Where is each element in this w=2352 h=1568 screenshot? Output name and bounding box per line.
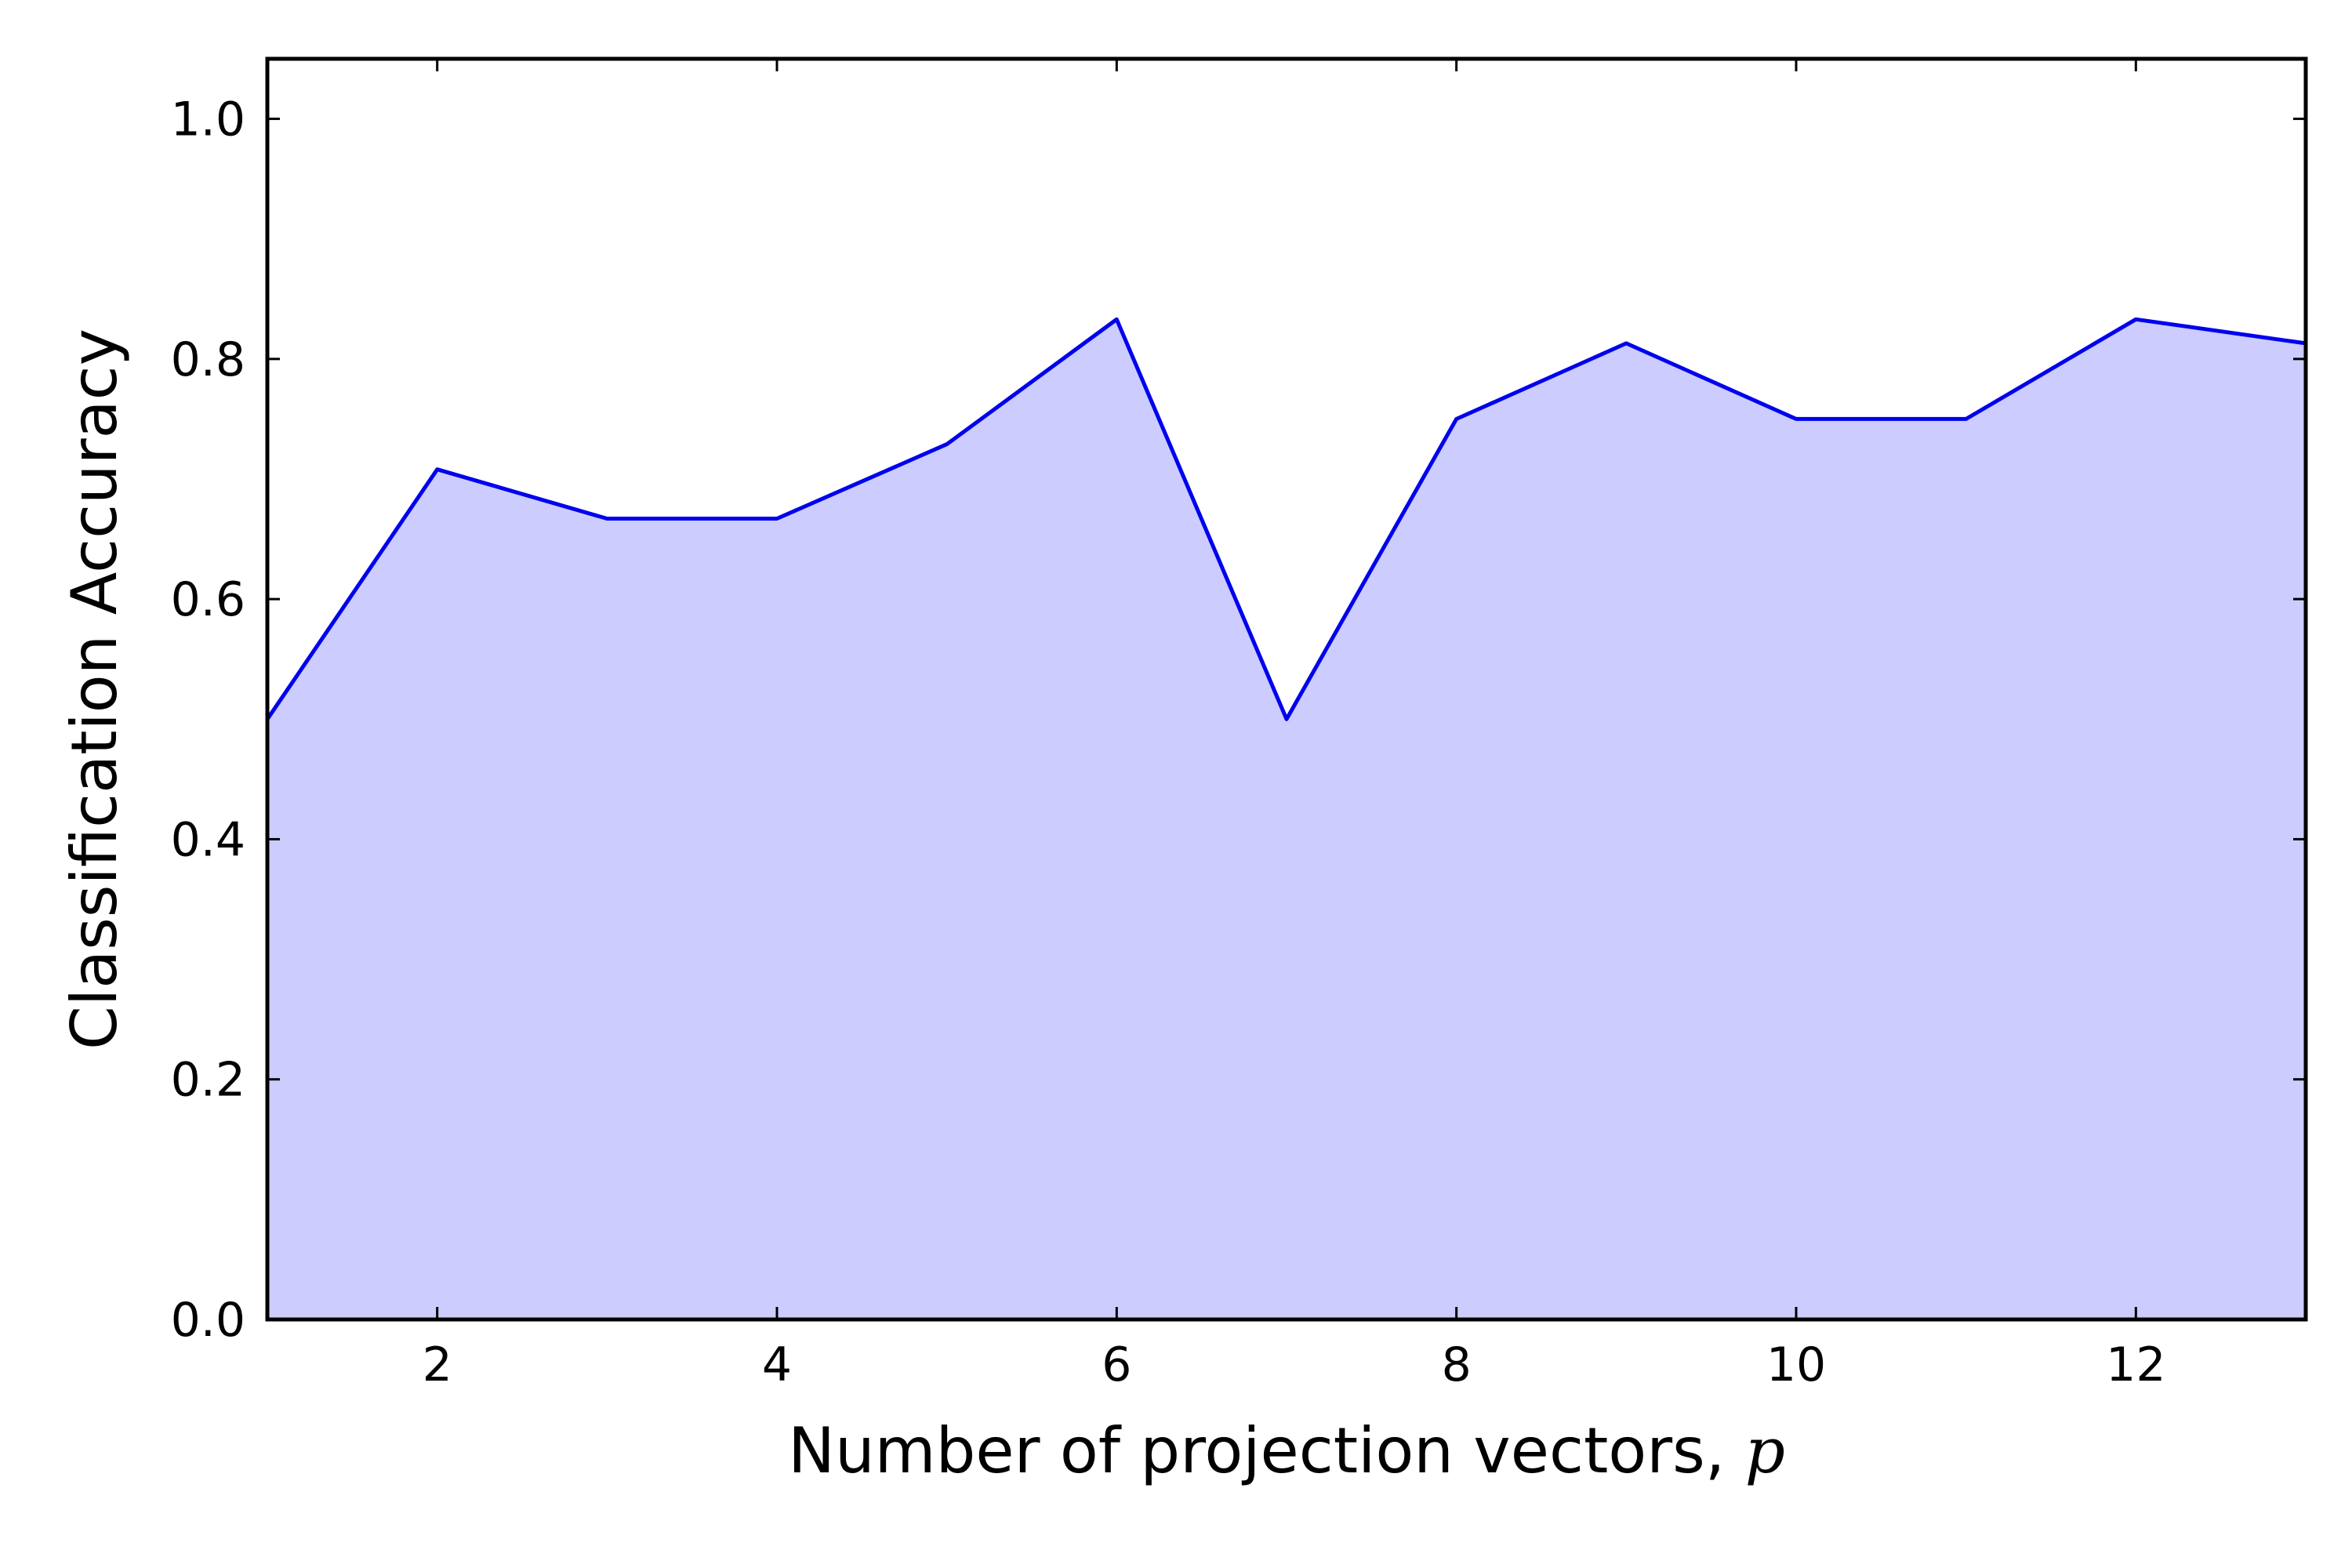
y-tick-label: 0.8 (171, 332, 245, 387)
y-axis-title: Classification Accuracy (58, 328, 131, 1050)
y-tick-label: 0.6 (171, 572, 245, 627)
plot-frame (265, 56, 2308, 1322)
x-tick-label: 8 (1442, 1338, 1472, 1392)
y-tick-label: 1.0 (171, 93, 245, 147)
x-axis-title: Number of projection vectors, p (788, 1414, 1785, 1487)
series-line (265, 317, 2307, 721)
tick-labels: 2 4 6 8 10 12 0.0 0.2 0.4 0.6 0.8 1.0 (171, 93, 2166, 1392)
x-axis-title-text: Number of projection vectors, (788, 1414, 1745, 1487)
x-tick-label: 2 (423, 1338, 452, 1392)
x-tick-label: 6 (1102, 1338, 1131, 1392)
x-tick-label: 10 (1766, 1338, 1826, 1392)
x-tick-label: 12 (2106, 1338, 2165, 1392)
y-tick-label: 0.2 (171, 1053, 245, 1108)
y-tick-label: 0.0 (171, 1293, 245, 1348)
series-area-fill (267, 319, 2306, 1319)
x-axis-title-variable: p (1745, 1414, 1785, 1487)
y-tick-label: 0.4 (171, 812, 245, 867)
plot-area (265, 317, 2307, 1319)
x-tick-label: 4 (762, 1338, 792, 1392)
